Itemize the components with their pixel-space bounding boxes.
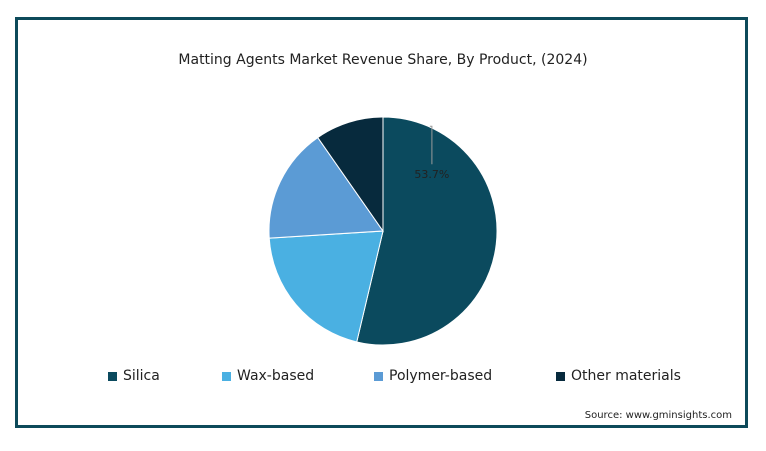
legend-item-other-materials: Other materials [556, 368, 681, 384]
legend-item-wax-based: Wax-based [222, 368, 314, 384]
legend-swatch-other-materials [556, 371, 565, 381]
legend-item-silica: Silica [108, 368, 160, 384]
legend-label-silica: Silica [123, 368, 160, 384]
legend-swatch-silica [108, 371, 117, 381]
pie-slice-other-materials [317, 116, 384, 233]
legend-label-wax-based: Wax-based [237, 368, 315, 384]
data-label-silica: 53.7% [414, 168, 449, 181]
legend: Silica Wax-based Polymer-based Other mat… [0, 368, 766, 388]
data-label-leader-line [429, 125, 433, 165]
source-note: Source: www.gminsights.com [584, 410, 732, 421]
legend-item-polymer-based: Polymer-based [374, 368, 492, 384]
legend-swatch-wax-based [222, 371, 231, 381]
pie-slice-polymer-based [268, 136, 384, 239]
legend-label-other-materials: Other materials [571, 368, 681, 384]
pie-slice-silica [356, 116, 498, 346]
legend-swatch-polymer-based [374, 371, 383, 381]
legend-label-polymer-based: Polymer-based [389, 368, 493, 384]
pie-slice-wax-based [268, 230, 384, 343]
chart-title: Matting Agents Market Revenue Share, By … [178, 52, 588, 68]
